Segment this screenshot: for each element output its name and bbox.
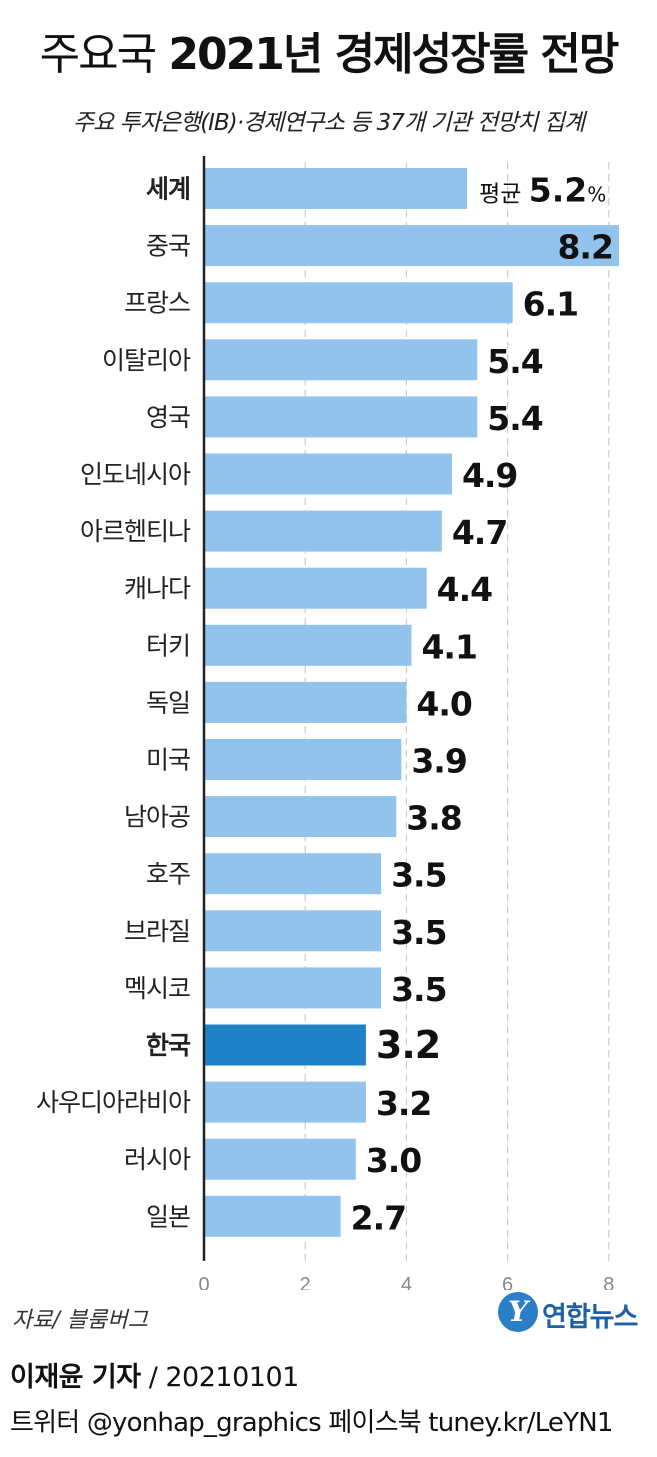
value-label: 4.7	[452, 513, 507, 552]
x-tick-label: 4	[401, 1274, 412, 1290]
value-label: 4.9	[462, 456, 517, 495]
category-label: 멕시코	[124, 974, 190, 1003]
chart-subtitle: 주요 투자은행(IB)·경제연구소 등 37개 기관 전망치 집계	[72, 110, 585, 136]
x-tick-label: 0	[198, 1274, 209, 1290]
category-label: 일본	[146, 1202, 190, 1231]
category-label: 아르헨티나	[80, 517, 191, 546]
value-label: 3.8	[406, 799, 461, 838]
category-label: 영국	[146, 403, 190, 432]
x-tick-label: 8	[603, 1274, 614, 1290]
category-label: 남아공	[124, 803, 190, 832]
category-label: 세계	[146, 175, 190, 204]
bar	[204, 681, 407, 723]
value-label: 4.4	[437, 570, 492, 609]
title-prefix: 주요국	[39, 29, 157, 80]
category-label: 미국	[146, 746, 190, 775]
category-labels: 세계중국프랑스이탈리아영국인도네시아아르헨티나캐나다터키독일미국남아공호주브라질…	[36, 175, 192, 1232]
bar	[204, 168, 468, 209]
bar	[204, 910, 382, 952]
category-label: 브라질	[124, 917, 190, 946]
value-label: 3.9	[411, 742, 466, 781]
value-label: 3.0	[366, 1141, 421, 1180]
bar	[204, 1081, 366, 1123]
bar	[204, 739, 402, 780]
bar	[204, 453, 452, 495]
category-label: 프랑스	[124, 289, 190, 318]
value-label: 3.5	[391, 913, 446, 952]
bar	[204, 396, 478, 438]
value-label: 5.4	[487, 342, 542, 381]
bars	[204, 168, 619, 1237]
bar	[204, 853, 382, 895]
category-label: 러시아	[124, 1145, 191, 1174]
category-label: 터키	[146, 631, 190, 660]
bar	[204, 1195, 341, 1237]
value-label: 2.7	[351, 1198, 406, 1237]
value-label: 4.1	[421, 627, 476, 666]
value-label: 3.5	[391, 856, 446, 895]
reporter-name: 이재윤 기자	[10, 1362, 141, 1393]
category-label: 인도네시아	[80, 460, 191, 489]
bar	[204, 1138, 356, 1180]
bar	[204, 1024, 366, 1066]
bar	[204, 967, 382, 1009]
bar	[204, 624, 412, 666]
credit-line: 이재윤 기자 / 20210101	[10, 1355, 299, 1394]
source-note: 자료/ 블룸버그	[12, 1308, 148, 1333]
bar	[204, 225, 619, 267]
publish-date: / 20210101	[148, 1362, 300, 1393]
axes: 0 2 4 6 8	[198, 156, 614, 1290]
value-label: 3.5	[391, 970, 446, 1009]
category-label: 사우디아라비아	[36, 1088, 191, 1117]
title-main: 2021년 경제성장률 전망	[168, 29, 619, 80]
value-label: 3.2	[376, 1023, 440, 1067]
value-label: 4.0	[416, 684, 471, 723]
x-tick-label: 2	[300, 1274, 311, 1290]
value-label: 평균 5.2%	[479, 171, 606, 210]
value-label: 6.1	[523, 285, 578, 324]
category-label: 이탈리아	[102, 346, 191, 375]
yonhap-logo-icon: Y	[498, 1292, 538, 1332]
category-label: 호주	[146, 860, 190, 889]
value-label: 3.2	[376, 1084, 431, 1123]
category-label: 독일	[146, 688, 190, 717]
bar-chart: 세계중국프랑스이탈리아영국인도네시아아르헨티나캐나다터키독일미국남아공호주브라질…	[36, 156, 619, 1290]
value-labels: 평균 5.2% 8.2 6.1 5.4 5.4 4.9 4.7 4.4 4.1 4.0 3.9 3.8…	[351, 171, 614, 1238]
value-label: 8.2	[557, 228, 612, 267]
yonhap-logo: Y 연합뉴스	[498, 1292, 648, 1338]
logo-text: 연합뉴스	[542, 1302, 638, 1333]
bar	[204, 339, 478, 381]
bar	[204, 796, 397, 838]
bar	[204, 510, 442, 552]
category-label: 캐나다	[124, 574, 191, 603]
bar	[204, 567, 427, 609]
social-links: 트위터 @yonhap_graphics 페이스북 tuney.kr/LeYN1	[10, 1408, 613, 1438]
category-label: 중국	[146, 232, 190, 261]
category-label: 한국	[146, 1031, 191, 1060]
x-tick-label: 6	[502, 1274, 513, 1290]
chart-title: 주요국 2021년 경제성장률 전망	[0, 18, 657, 82]
value-label: 5.4	[487, 399, 542, 438]
bar	[204, 282, 513, 324]
